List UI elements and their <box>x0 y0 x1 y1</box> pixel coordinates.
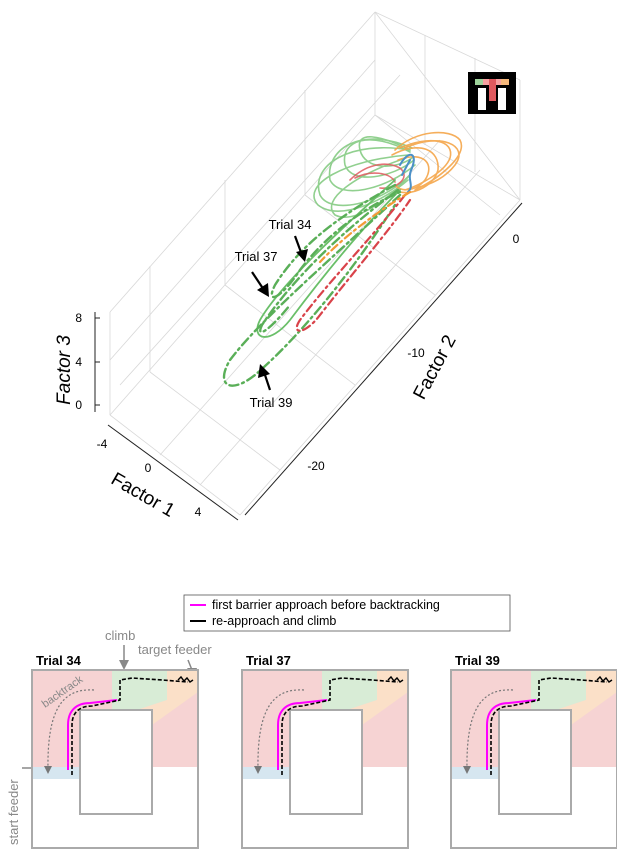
target-feeder-mark <box>596 675 613 683</box>
y-tick-0: 0 <box>513 232 520 246</box>
red-trajectory <box>295 193 412 332</box>
annotation-trial-34: Trial 34 <box>269 217 312 232</box>
y-tick-neg20: -20 <box>307 459 325 473</box>
panel-title: Trial 34 <box>36 653 82 668</box>
annotation-trial-37: Trial 37 <box>235 249 278 264</box>
target-feeder-mark <box>177 675 194 683</box>
trial-34-trajectory <box>270 183 402 299</box>
maze-outer-wall <box>450 669 617 849</box>
orange-trajectory <box>318 190 412 264</box>
target-feeder-mark <box>387 675 404 683</box>
blue-core <box>399 153 415 193</box>
x-tick-neg4: -4 <box>97 437 108 451</box>
backtrack-path <box>257 689 305 771</box>
z-ticks <box>95 317 100 406</box>
backtrack-path <box>47 689 95 771</box>
maze-inner-block <box>498 709 572 815</box>
backtrack-arrow <box>463 766 471 774</box>
backtrack-arrow <box>44 766 52 774</box>
z-tick-8: 8 <box>75 311 82 325</box>
x-tick-4: 4 <box>195 505 202 519</box>
maze-panel-1: Trial 34 <box>31 653 199 849</box>
trial-annotations: Trial 34 Trial 37 Trial 39 <box>235 217 312 410</box>
maze-outer-wall <box>31 669 199 849</box>
climb-arrow-head <box>119 660 129 670</box>
x-axis-label: Factor 1 <box>107 469 178 522</box>
maze-panel-3: Trial 39 <box>450 653 617 849</box>
maze-panel-2: Trial 37 <box>241 653 409 849</box>
arrow-trial-34-head <box>296 249 308 262</box>
trial-39-trajectory <box>223 193 402 387</box>
plot-3d: 8 4 0 Factor 3 -4 0 4 Factor 1 0 -10 -20… <box>54 11 523 522</box>
trajectories <box>223 131 463 387</box>
reapproach-climb-path <box>490 677 608 775</box>
x-tick-0: 0 <box>145 461 152 475</box>
panel-title: Trial 37 <box>246 653 291 668</box>
annotation-trial-39: Trial 39 <box>250 395 293 410</box>
reapproach-climb-path <box>71 677 189 775</box>
legend-label-first-approach: first barrier approach before backtracki… <box>212 598 440 612</box>
target-feeder-label: target feeder <box>138 642 212 657</box>
maze-inner-block <box>289 709 363 815</box>
maze-inner-block <box>79 709 153 815</box>
trial-37-trajectory <box>259 188 400 334</box>
legend-label-reapproach: re-approach and climb <box>212 614 336 628</box>
y-axis-label: Factor 2 <box>410 332 461 403</box>
arrow-trial-37-head <box>257 283 269 297</box>
green-loops <box>313 136 416 218</box>
climb-label: climb <box>105 628 135 643</box>
arrow-trial-39-head <box>258 364 270 378</box>
panel-title: Trial 39 <box>455 653 500 668</box>
reapproach-climb-path <box>281 677 399 775</box>
maze-icon <box>468 72 516 114</box>
start-feeder-label: start feeder <box>6 779 21 845</box>
legend: first barrier approach before backtracki… <box>183 594 511 632</box>
orange-loops <box>391 131 463 194</box>
backtrack-arrow <box>254 766 262 774</box>
first-approach-path <box>277 699 328 770</box>
z-axis-label: Factor 3 <box>54 335 75 405</box>
z-tick-0: 0 <box>75 398 82 412</box>
y-tick-neg10: -10 <box>407 346 425 360</box>
legend-box <box>183 594 511 632</box>
grid-lines <box>109 11 521 516</box>
green-long-loop <box>256 179 401 338</box>
first-approach-path <box>67 699 118 770</box>
z-tick-4: 4 <box>75 355 82 369</box>
first-approach-path <box>486 699 537 770</box>
backtrack-path <box>466 689 514 771</box>
maze-outer-wall <box>241 669 409 849</box>
